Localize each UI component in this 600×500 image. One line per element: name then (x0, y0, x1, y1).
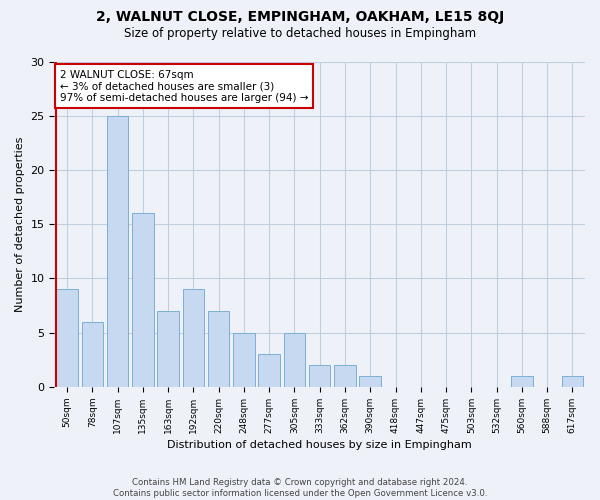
Bar (334, 366, 356, 387)
Bar (284, 332, 305, 387)
Bar (359, 376, 381, 387)
Bar (562, 376, 583, 387)
Text: 2 WALNUT CLOSE: 67sqm
← 3% of detached houses are smaller (3)
97% of semi-detach: 2 WALNUT CLOSE: 67sqm ← 3% of detached h… (60, 70, 308, 103)
Text: 2, WALNUT CLOSE, EMPINGHAM, OAKHAM, LE15 8QJ: 2, WALNUT CLOSE, EMPINGHAM, OAKHAM, LE15… (96, 10, 504, 24)
Bar (157, 311, 179, 387)
Bar (233, 332, 254, 387)
Y-axis label: Number of detached properties: Number of detached properties (15, 136, 25, 312)
Text: Size of property relative to detached houses in Empingham: Size of property relative to detached ho… (124, 28, 476, 40)
Bar (182, 290, 204, 387)
Text: Contains HM Land Registry data © Crown copyright and database right 2024.
Contai: Contains HM Land Registry data © Crown c… (113, 478, 487, 498)
Bar (56, 290, 78, 387)
Bar (208, 311, 229, 387)
Bar (107, 116, 128, 387)
Bar (132, 214, 154, 387)
X-axis label: Distribution of detached houses by size in Empingham: Distribution of detached houses by size … (167, 440, 472, 450)
Bar (511, 376, 533, 387)
Bar (309, 366, 331, 387)
Bar (259, 354, 280, 387)
Bar (82, 322, 103, 387)
